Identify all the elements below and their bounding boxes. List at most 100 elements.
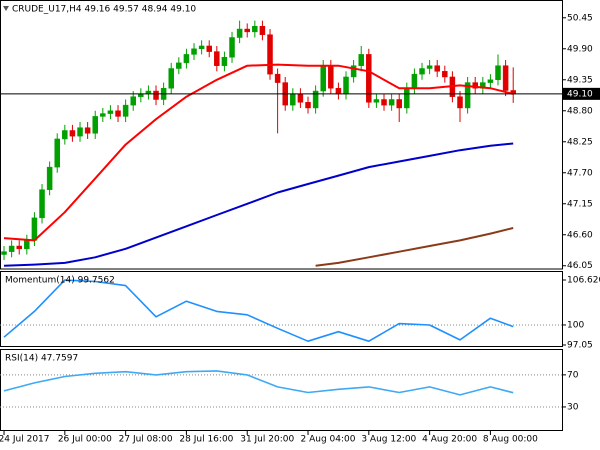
candle-body — [84, 127, 91, 134]
candle-body — [305, 102, 311, 109]
candle-body — [115, 110, 121, 117]
candle-body — [130, 96, 136, 106]
candle-body — [274, 73, 281, 83]
candle-body — [328, 65, 334, 89]
candle-body — [411, 73, 418, 89]
rsi-title: RSI(14) 47.7597 — [5, 354, 78, 364]
candle-body — [229, 37, 235, 58]
candle-body — [8, 245, 15, 252]
candle-body — [244, 28, 250, 33]
candle-body — [358, 54, 364, 66]
candle-body — [92, 116, 98, 134]
indicator-line — [3, 279, 514, 342]
candle-body — [373, 99, 380, 103]
candle-body — [404, 87, 410, 109]
candle-body — [297, 93, 304, 103]
symbol-icon — [3, 6, 9, 11]
y-tick-label: 48.25 — [567, 137, 593, 147]
candle-body — [24, 240, 30, 250]
candle-body — [335, 87, 342, 95]
momentum-title: Momentum(14) 99.7562 — [5, 276, 115, 286]
candle-body — [343, 76, 349, 95]
x-tick-label: 27 Jul 08:00 — [119, 435, 173, 445]
y-tick-label: 46.05 — [567, 261, 593, 271]
candle-body — [350, 65, 357, 78]
candle-body — [388, 99, 395, 106]
y-tick-label: 48.80 — [567, 106, 593, 116]
candle-body — [191, 48, 197, 55]
rsi-panel — [0, 349, 563, 431]
last-price-label: 49.10 — [567, 89, 593, 99]
candle-body — [396, 99, 402, 109]
y-tick-label: 46.60 — [567, 230, 593, 240]
y-tick-label: 49.90 — [567, 44, 593, 54]
candle-body — [366, 54, 372, 103]
last-price-tag — [562, 87, 600, 100]
candle-body — [77, 127, 83, 137]
candle-body — [267, 34, 273, 75]
candle-body — [198, 45, 205, 50]
candle-body — [236, 28, 243, 38]
candle-body — [69, 130, 76, 137]
x-tick-label: 26 Jul 00:00 — [58, 435, 112, 445]
y-tick-label: 49.35 — [567, 75, 593, 85]
candle-body — [457, 96, 463, 109]
candle-body — [221, 56, 228, 66]
x-tick-label: 8 Aug 00:00 — [483, 435, 538, 445]
candle-body — [107, 110, 114, 114]
y-tick-label: 70 — [567, 370, 579, 380]
moving-average — [3, 63, 514, 242]
candle-body — [100, 113, 106, 117]
candle-body — [31, 217, 38, 241]
plot-layer: 50.45 49.90 49.35 48.80 48.25 47.70 47.15 46.60… — [0, 13, 600, 445]
candle-body — [495, 65, 501, 81]
candle-body — [62, 130, 68, 140]
candle-body — [54, 138, 60, 168]
candle-body — [46, 166, 53, 190]
candle-body — [434, 65, 440, 72]
x-tick-label: 24 Jul 2017 — [0, 435, 49, 445]
y-tick-label: 50.45 — [567, 13, 593, 23]
candle-body — [426, 65, 433, 69]
momentum-panel — [0, 271, 563, 347]
moving-average — [3, 142, 514, 267]
candle-body — [153, 90, 159, 100]
candle-body — [252, 25, 258, 33]
candle-body — [487, 79, 494, 83]
main-panel — [0, 0, 563, 270]
y-tick-label: 47.15 — [567, 199, 593, 209]
candle-body — [168, 68, 174, 89]
x-tick-label: 2 Aug 04:00 — [301, 435, 356, 445]
candle-body — [176, 62, 182, 69]
x-tick-label: 3 Aug 12:00 — [361, 435, 416, 445]
x-tick-label: 31 Jul 20:00 — [240, 435, 294, 445]
candle-body — [381, 99, 387, 106]
candle-body — [39, 189, 45, 219]
candle-body — [502, 65, 509, 91]
y-tick-label: 97.05 — [567, 340, 593, 350]
y-tick-label: 100 — [567, 320, 584, 330]
y-tick-label: 106.6206 — [567, 276, 600, 286]
candle-body — [472, 82, 478, 89]
candle-body — [320, 65, 326, 92]
y-tick-label: 47.70 — [567, 168, 593, 178]
candle-body — [206, 45, 212, 52]
indicator-line — [3, 370, 514, 396]
candle-body — [16, 245, 22, 250]
x-tick-label: 4 Aug 20:00 — [422, 435, 477, 445]
candle-body — [442, 71, 448, 78]
candle-body — [419, 68, 425, 75]
moving-average — [315, 227, 514, 267]
candle-body — [214, 51, 220, 66]
x-tick-label: 28 Jul 16:00 — [179, 435, 233, 445]
candle-body — [183, 54, 190, 64]
candle-body — [312, 90, 319, 109]
candle-body — [1, 251, 7, 255]
chart-title: CRUDE_U17,H4 49.16 49.57 48.94 49.10 — [12, 5, 196, 15]
candle-body — [464, 82, 471, 109]
candle-body — [122, 104, 129, 117]
candle-body — [290, 93, 296, 106]
y-tick-label: 30 — [567, 402, 579, 412]
